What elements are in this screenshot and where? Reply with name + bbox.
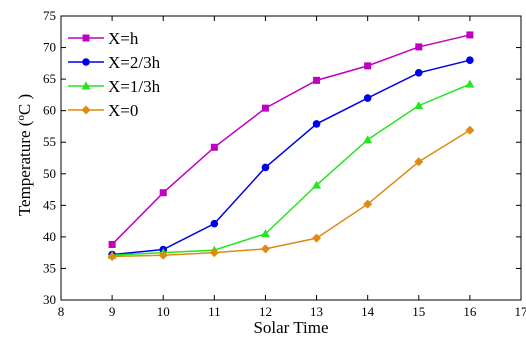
legend-label: X=0 (108, 101, 138, 120)
data-point (313, 76, 321, 84)
data-point (158, 250, 168, 260)
data-point (260, 244, 270, 254)
x-tick-label: 10 (157, 304, 170, 319)
legend-label: X=1/3h (108, 77, 161, 96)
y-axis-title: Temperature (oC ) (15, 94, 34, 216)
y-tick-label: 50 (43, 166, 56, 181)
y-axis-title-unit: C ) (15, 94, 34, 115)
data-point (210, 143, 218, 151)
legend-label: X=h (108, 29, 139, 48)
x-tick-label: 16 (463, 304, 477, 319)
y-tick-label: 75 (43, 8, 56, 23)
series-2 (107, 79, 475, 259)
data-point (312, 120, 321, 128)
data-point (261, 163, 270, 172)
data-point (363, 135, 373, 144)
x-axis-title: Solar Time (253, 318, 328, 337)
data-point (261, 104, 269, 112)
data-point (414, 69, 423, 77)
series-line (111, 34, 471, 245)
data-point (465, 79, 475, 88)
axes: 8 9 10 11 12 13 14 15 16 17 30 35 40 45 50 55 60 65 70 75 (43, 8, 526, 319)
x-tick-label: 13 (310, 304, 323, 319)
x-tick-label: 17 (515, 304, 526, 319)
x-tick-label: 11 (208, 304, 221, 319)
y-axis-title-main: Temperature ( (15, 120, 34, 216)
legend-item: X=2/3h (68, 53, 161, 72)
x-tick-label: 14 (361, 304, 375, 319)
data-point (107, 251, 117, 261)
legend-item: X=0 (68, 101, 138, 120)
series-line (112, 83, 471, 256)
series-1 (108, 56, 474, 259)
legend-label: X=2/3h (108, 53, 161, 72)
y-tick-label: 45 (43, 197, 56, 212)
data-point (108, 240, 116, 248)
data-point (312, 180, 322, 189)
series-group (107, 31, 475, 261)
y-tick-label: 55 (43, 134, 56, 149)
data-point (363, 94, 372, 102)
y-tick-label: 30 (43, 292, 56, 307)
series-line (112, 59, 471, 256)
data-point (465, 125, 475, 135)
legend: X=h X=2/3h X=1/3h X=0 (68, 29, 161, 120)
x-tick-label: 9 (109, 304, 116, 319)
data-point (414, 157, 424, 167)
data-point (363, 199, 373, 209)
data-point (312, 233, 322, 243)
data-point (260, 229, 270, 238)
y-tick-label: 65 (43, 71, 56, 86)
series-line (112, 129, 471, 258)
data-point (159, 189, 167, 197)
y-tick-label: 40 (43, 229, 56, 244)
data-point (364, 62, 372, 70)
legend-marker (81, 105, 91, 115)
legend-marker (81, 81, 91, 90)
x-tick-label: 8 (58, 304, 65, 319)
legend-marker (82, 58, 90, 66)
data-point (466, 31, 474, 39)
data-point (210, 219, 219, 228)
data-point (415, 43, 423, 51)
x-tick-label: 12 (259, 304, 272, 319)
series-0 (108, 31, 474, 248)
plot-frame (60, 15, 522, 301)
series-3 (107, 125, 475, 261)
legend-item: X=h (68, 29, 139, 48)
y-tick-label: 60 (43, 103, 56, 118)
legend-marker (82, 34, 90, 42)
legend-item: X=1/3h (68, 77, 161, 96)
y-tick-label: 70 (43, 40, 56, 55)
data-point (414, 101, 424, 110)
y-axis-title-sup: o (15, 115, 27, 121)
data-point (466, 56, 474, 64)
data-point (209, 248, 219, 258)
x-tick-label: 15 (412, 304, 425, 319)
y-tick-label: 35 (43, 260, 56, 275)
